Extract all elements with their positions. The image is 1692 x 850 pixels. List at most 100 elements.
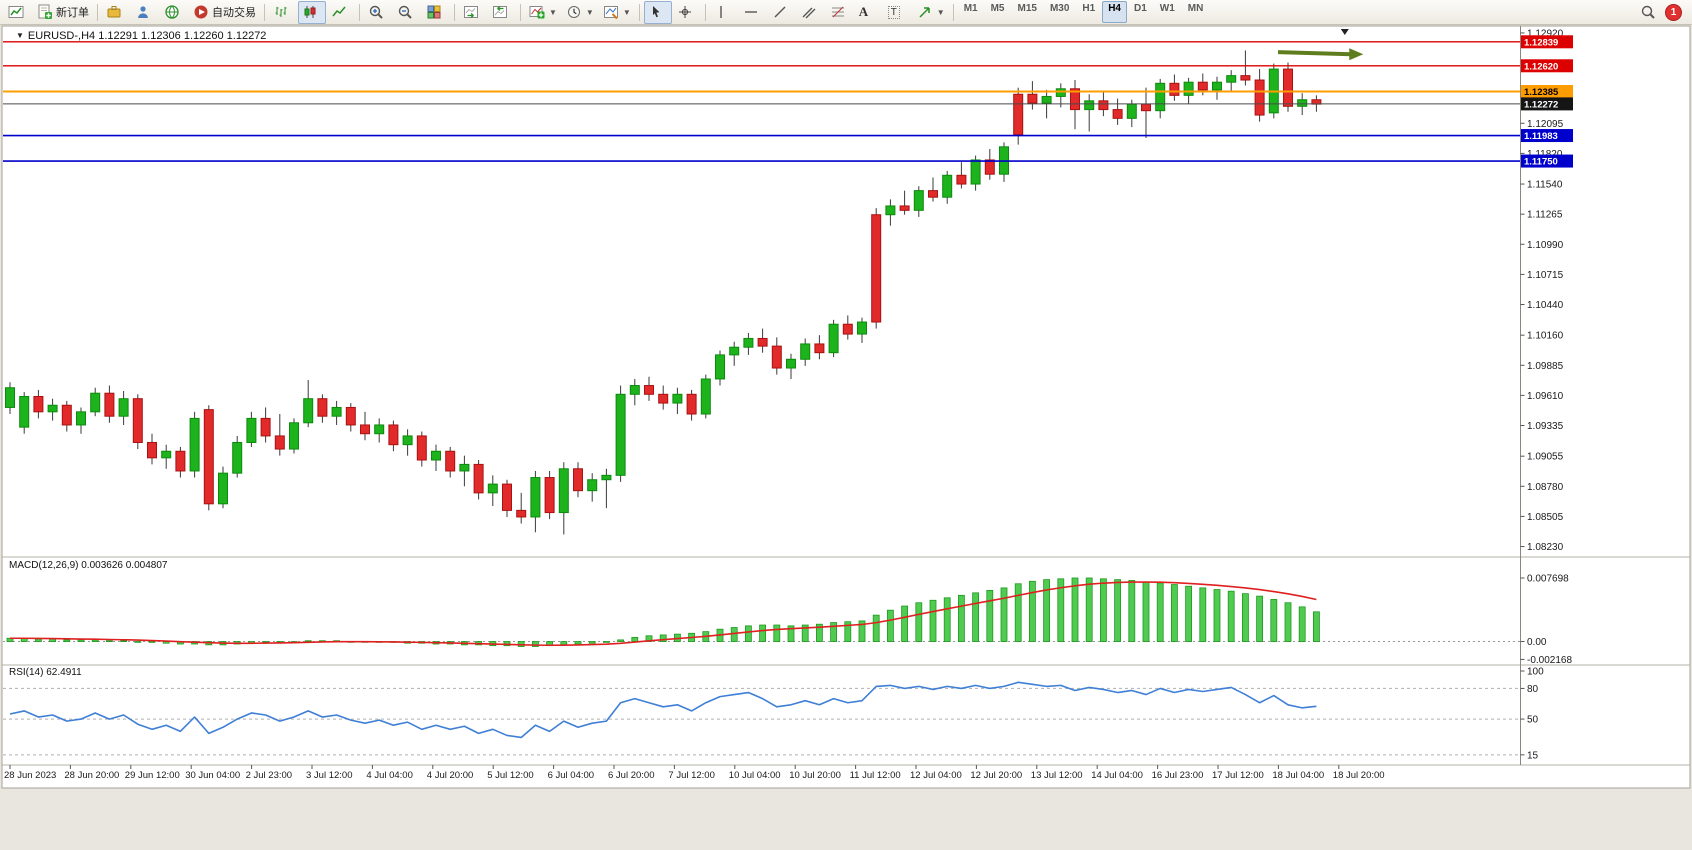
time-axis-label: 29 Jun 12:00: [125, 770, 180, 781]
candle: [842, 323, 853, 335]
zoom-in-button[interactable]: [364, 1, 392, 24]
chart-window-frame: [1, 25, 1691, 789]
profile-button[interactable]: [131, 1, 159, 24]
svg-text:1.12385: 1.12385: [1524, 87, 1559, 98]
auto-scroll-button[interactable]: [459, 1, 487, 24]
trend-arrow-annotation[interactable]: [1278, 48, 1364, 61]
horizontal-line-tool-button[interactable]: [739, 1, 767, 24]
tile-windows-button[interactable]: [422, 1, 450, 24]
person-icon: [138, 6, 148, 18]
timeframe-w1-button[interactable]: W1: [1159, 3, 1175, 14]
timeframe-h4-button[interactable]: H4: [1102, 1, 1127, 23]
periods-button[interactable]: ▼: [562, 1, 598, 24]
macd-bar: [1284, 602, 1292, 642]
candle: [743, 337, 754, 348]
chevron-down-icon: ▼: [936, 7, 945, 17]
time-axis-label: 16 Jul 23:00: [1152, 770, 1204, 781]
candle: [331, 406, 342, 417]
resistance-line-upper-badge[interactable]: 1.12839: [1521, 35, 1573, 49]
candle: [33, 395, 44, 413]
current-price-line-badge[interactable]: 1.12272: [1521, 97, 1573, 111]
candle: [1169, 82, 1180, 96]
macd-bar: [1142, 581, 1150, 642]
zoom-out-button[interactable]: [393, 1, 421, 24]
candle: [218, 472, 228, 505]
candle: [771, 345, 782, 369]
time-axis-label: 12 Jul 20:00: [970, 770, 1022, 781]
macd-bar: [745, 625, 752, 642]
timeframe-m15-button[interactable]: M15: [1017, 3, 1037, 14]
macd-bar: [35, 638, 42, 642]
candle: [47, 404, 58, 413]
candle: [729, 346, 740, 356]
chart-shift-button[interactable]: [488, 1, 516, 24]
crosshair-tool-button[interactable]: [673, 1, 701, 24]
trendline-tool-button[interactable]: [768, 1, 796, 24]
text-tool-button[interactable]: A: [855, 1, 883, 24]
candle: [1155, 82, 1166, 112]
timeframe-m5-button[interactable]: M5: [990, 3, 1005, 14]
macd-bar: [1185, 585, 1192, 642]
toolbar-separator: [97, 3, 98, 21]
pivot-line-orange-badge[interactable]: 1.12385: [1521, 85, 1573, 99]
timeframe-h1-button[interactable]: H1: [1082, 3, 1096, 14]
candle: [76, 411, 86, 426]
candle: [814, 343, 825, 354]
macd-bar: [1029, 580, 1036, 642]
candle: [629, 385, 640, 395]
candle: [1141, 103, 1151, 112]
community-button[interactable]: [160, 1, 188, 24]
price-axis-label: 1.08780: [1527, 482, 1564, 493]
candle: [800, 343, 811, 360]
line-chart-mode-button[interactable]: [327, 1, 355, 24]
timeframe-m30-button[interactable]: M30: [1049, 3, 1070, 14]
price-axis-label: 1.11540: [1527, 180, 1563, 191]
auto-trading-label: 自动交易: [212, 7, 256, 19]
vertical-line-tool-button[interactable]: [710, 1, 738, 24]
notification-badge[interactable]: 1: [1665, 3, 1682, 21]
svg-text:1.11750: 1.11750: [1524, 157, 1558, 168]
timeframe-d1-button[interactable]: D1: [1134, 3, 1147, 14]
support-line-upper-badge[interactable]: 1.11983: [1521, 129, 1573, 143]
price-axis-label: 1.12920: [1527, 28, 1564, 39]
text-icon: A: [858, 4, 869, 19]
cursor-tool-button[interactable]: [643, 0, 672, 24]
timeframe-mn-button[interactable]: MN: [1187, 3, 1204, 14]
candlestick-mode-button[interactable]: [298, 0, 326, 24]
new-order-button[interactable]: 新订单: [33, 1, 93, 24]
rsi-axis-label: 15: [1527, 750, 1539, 761]
arrows-tool-button[interactable]: ▼: [913, 1, 949, 24]
candle: [686, 393, 697, 415]
resistance-line-lower-badge[interactable]: 1.12620: [1521, 59, 1573, 73]
new-chart-button[interactable]: [4, 1, 32, 24]
channel-tool-button[interactable]: [797, 1, 825, 24]
candle: [19, 395, 30, 428]
indicators-button[interactable]: ▼: [525, 1, 561, 24]
crosshair-icon: [678, 6, 691, 18]
briefcase-button[interactable]: [102, 1, 130, 24]
auto-trading-button[interactable]: 自动交易: [189, 1, 260, 24]
bar-chart-mode-button[interactable]: [269, 1, 297, 24]
macd-bar: [958, 594, 965, 642]
macd-bar: [801, 624, 809, 642]
support-line-lower-badge[interactable]: 1.11750: [1521, 154, 1573, 168]
search-button[interactable]: [1636, 1, 1664, 24]
candle: [118, 398, 129, 417]
candle: [757, 337, 768, 347]
macd-bar: [1000, 587, 1008, 642]
label-tool-button[interactable]: T: [884, 1, 912, 24]
macd-bar: [1043, 579, 1050, 642]
candle: [104, 392, 115, 417]
price-axis-label: 1.11265: [1527, 210, 1563, 221]
timeframe-m1-button[interactable]: M1: [963, 3, 978, 14]
indicators-icon: [529, 6, 545, 19]
tile-windows-icon: [427, 5, 441, 19]
templates-button[interactable]: ▼: [599, 1, 635, 24]
macd-axis-label: 0.007698: [1527, 574, 1569, 585]
fibonacci-tool-button[interactable]: [826, 1, 854, 24]
macd-bar: [120, 640, 127, 642]
new-order-label: 新订单: [56, 7, 89, 19]
macd-bar: [1242, 593, 1249, 642]
toolbar-separator: [638, 3, 640, 21]
